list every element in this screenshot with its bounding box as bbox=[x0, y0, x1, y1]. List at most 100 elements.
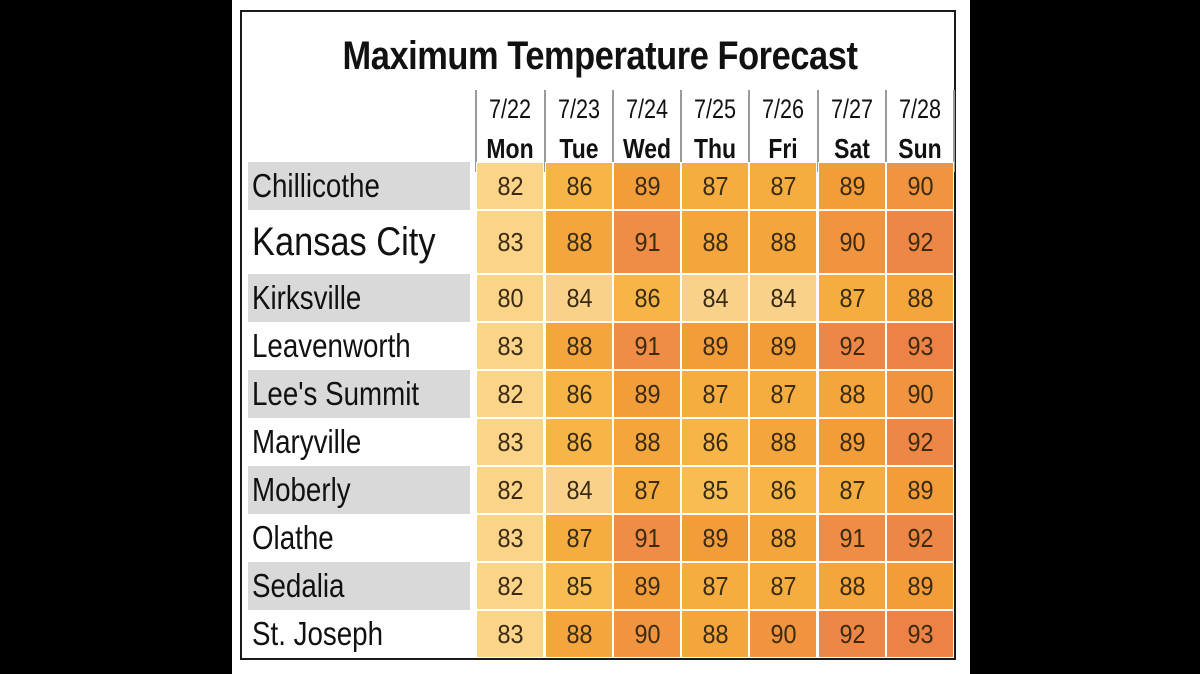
city-name: Sedalia bbox=[252, 567, 345, 604]
temperature-cell: 89 bbox=[681, 322, 749, 370]
column-day: Wed bbox=[622, 133, 672, 164]
temperature-value: 87 bbox=[701, 378, 729, 409]
temperature-value: 84 bbox=[565, 474, 593, 505]
temperature-cell: 85 bbox=[545, 562, 613, 610]
temperature-value: 87 bbox=[701, 570, 729, 601]
temperature-cell: 90 bbox=[749, 610, 817, 658]
temperature-cell: 91 bbox=[613, 322, 681, 370]
row-city-label: Sedalia bbox=[248, 562, 470, 610]
column-date: 7/22 bbox=[488, 94, 532, 124]
temperature-cell: 88 bbox=[818, 370, 886, 418]
temperature-cell: 88 bbox=[545, 322, 613, 370]
city-name: Moberly bbox=[252, 471, 351, 508]
city-name: Lee's Summit bbox=[252, 375, 420, 412]
temperature-value: 89 bbox=[633, 170, 661, 201]
temperature-value: 92 bbox=[906, 426, 934, 457]
temperature-value: 88 bbox=[838, 570, 866, 601]
temperature-value: 86 bbox=[565, 170, 593, 201]
temperature-cell: 88 bbox=[749, 418, 817, 466]
temperature-cell: 92 bbox=[818, 610, 886, 658]
temperature-value: 90 bbox=[769, 618, 797, 649]
temperature-value: 91 bbox=[633, 330, 661, 361]
temperature-cell: 83 bbox=[476, 514, 544, 562]
temperature-cell: 86 bbox=[545, 162, 613, 210]
column-day: Tue bbox=[559, 133, 599, 164]
temperature-cell: 87 bbox=[545, 514, 613, 562]
temperature-cell: 87 bbox=[818, 274, 886, 322]
chart-title: Maximum Temperature Forecast bbox=[342, 34, 858, 78]
temperature-value: 84 bbox=[769, 282, 797, 313]
column-separator bbox=[612, 90, 614, 172]
temperature-cell: 82 bbox=[476, 370, 544, 418]
city-name: Chillicothe bbox=[252, 167, 380, 204]
temperature-value: 87 bbox=[838, 474, 866, 505]
temperature-value: 86 bbox=[565, 426, 593, 457]
temperature-cell: 93 bbox=[886, 610, 954, 658]
city-name: Leavenworth bbox=[252, 327, 411, 364]
temperature-value: 86 bbox=[633, 282, 661, 313]
temperature-value: 87 bbox=[701, 170, 729, 201]
temperature-cell: 88 bbox=[749, 210, 817, 274]
temperature-cell: 88 bbox=[886, 274, 954, 322]
temperature-value: 87 bbox=[565, 522, 593, 553]
city-name: Maryville bbox=[252, 423, 362, 460]
temperature-cell: 89 bbox=[886, 562, 954, 610]
column-date: 7/25 bbox=[693, 94, 737, 124]
temperature-value: 90 bbox=[838, 226, 866, 257]
temperature-value: 92 bbox=[906, 226, 934, 257]
temperature-cell: 87 bbox=[749, 162, 817, 210]
column-date: 7/28 bbox=[898, 94, 942, 124]
temperature-cell: 90 bbox=[818, 210, 886, 274]
city-name: Olathe bbox=[252, 519, 334, 556]
temperature-cell: 84 bbox=[749, 274, 817, 322]
temperature-value: 83 bbox=[496, 618, 524, 649]
temperature-value: 82 bbox=[496, 474, 524, 505]
column-day: Sun bbox=[898, 133, 942, 164]
temperature-value: 89 bbox=[701, 330, 729, 361]
temperature-cell: 84 bbox=[681, 274, 749, 322]
temperature-value: 88 bbox=[838, 378, 866, 409]
temperature-value: 87 bbox=[838, 282, 866, 313]
temperature-cell: 92 bbox=[886, 514, 954, 562]
temperature-value: 88 bbox=[565, 330, 593, 361]
city-name: Kansas City bbox=[252, 219, 436, 264]
temperature-cell: 83 bbox=[476, 210, 544, 274]
row-city-label: Lee's Summit bbox=[248, 370, 470, 418]
column-separator bbox=[680, 90, 682, 172]
temperature-cell: 89 bbox=[818, 162, 886, 210]
temperature-value: 88 bbox=[769, 426, 797, 457]
temperature-value: 92 bbox=[838, 330, 866, 361]
column-separator bbox=[748, 90, 750, 172]
temperature-value: 90 bbox=[906, 378, 934, 409]
temperature-cell: 88 bbox=[681, 210, 749, 274]
temperature-value: 82 bbox=[496, 570, 524, 601]
temperature-cell: 86 bbox=[749, 466, 817, 514]
temperature-cell: 87 bbox=[749, 370, 817, 418]
column-day: Sat bbox=[834, 133, 870, 164]
temperature-cell: 86 bbox=[545, 370, 613, 418]
temperature-value: 86 bbox=[701, 426, 729, 457]
column-separator bbox=[953, 90, 955, 172]
column-separator bbox=[817, 90, 819, 172]
temperature-cell: 87 bbox=[681, 562, 749, 610]
temperature-cell: 89 bbox=[613, 162, 681, 210]
column-separator bbox=[885, 90, 887, 172]
temperature-cell: 92 bbox=[886, 210, 954, 274]
temperature-value: 91 bbox=[633, 226, 661, 257]
temperature-value: 82 bbox=[496, 378, 524, 409]
temperature-value: 86 bbox=[769, 474, 797, 505]
temperature-value: 88 bbox=[701, 226, 729, 257]
temperature-value: 88 bbox=[633, 426, 661, 457]
temperature-cell: 90 bbox=[886, 370, 954, 418]
temperature-value: 88 bbox=[565, 226, 593, 257]
temperature-cell: 82 bbox=[476, 162, 544, 210]
temperature-cell: 88 bbox=[681, 610, 749, 658]
forecast-table: Maximum Temperature Forecast 7/22 Mon 7/23… bbox=[240, 10, 956, 660]
row-city-label: Chillicothe bbox=[248, 162, 470, 210]
column-day: Fri bbox=[768, 133, 798, 164]
temperature-value: 89 bbox=[906, 474, 934, 505]
temperature-value: 89 bbox=[633, 378, 661, 409]
temperature-cell: 89 bbox=[886, 466, 954, 514]
row-city-label: Kirksville bbox=[248, 274, 470, 322]
temperature-cell: 84 bbox=[545, 274, 613, 322]
